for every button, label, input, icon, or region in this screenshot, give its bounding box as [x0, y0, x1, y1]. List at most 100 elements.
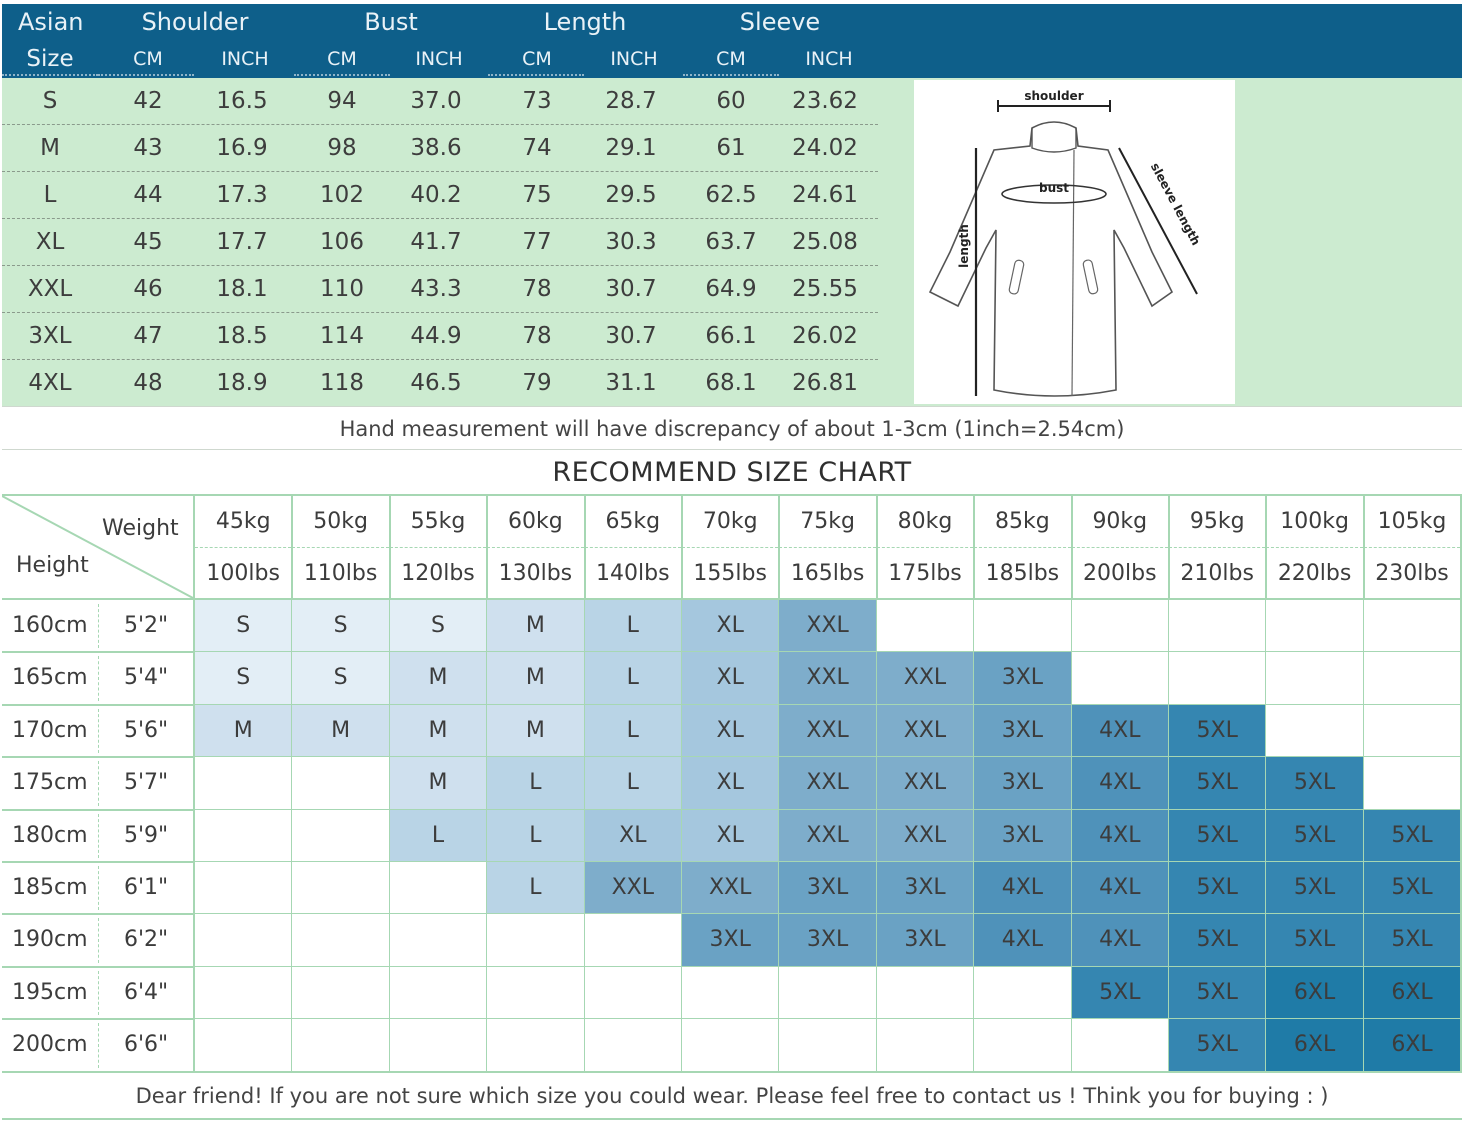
size-recommendation-cell: 5XL: [1266, 757, 1365, 811]
empty-cell: [292, 809, 391, 863]
height-row-header: 165cm 5'4": [2, 652, 195, 706]
size-column-label: Asian: [18, 8, 84, 36]
empty-cell: [1266, 704, 1365, 759]
size-row-s: S 42 16.5 94 37.0 73 28.7 60 23.62: [2, 78, 878, 125]
empty-cell: [195, 809, 294, 863]
size-recommendation-cell: 5XL: [1169, 914, 1268, 968]
size-recommendation-cell: XXL: [584, 862, 683, 916]
size-recommendation-cell: XXL: [876, 809, 976, 863]
group-underline-0: [98, 74, 194, 76]
size-value: 26.02: [792, 323, 858, 349]
size-underline: [2, 74, 98, 76]
size-recommendation-cell: XXL: [876, 757, 976, 811]
size-value: 18.1: [216, 276, 268, 302]
size-recommendation-cell: M: [292, 704, 391, 759]
size-recommendation-cell: 4XL: [974, 862, 1073, 916]
size-recommendation-cell: 3XL: [876, 914, 976, 968]
height-divider: [98, 604, 99, 649]
measure-group-2: Length: [543, 8, 627, 36]
weight-lbs: 200lbs: [1083, 561, 1157, 586]
empty-cell: [682, 1019, 781, 1073]
size-recommendation-cell: 3XL: [682, 914, 781, 968]
length-label: length: [957, 224, 971, 268]
size-value: 18.9: [216, 370, 268, 396]
weight-column-header: 100kg 220lbs: [1266, 496, 1365, 600]
size-recommendation-cell: S: [292, 600, 391, 654]
size-value: 17.3: [216, 182, 268, 208]
unit-label-3: INCH: [415, 48, 463, 70]
size-recommendation-cell: S: [292, 652, 391, 706]
empty-cell: [1071, 600, 1170, 654]
size-recommendation-cell: XXL: [779, 704, 878, 759]
height-divider: [98, 813, 99, 858]
size-label: 4XL: [28, 370, 72, 396]
size-recommendation-cell: 5XL: [1363, 809, 1462, 863]
empty-cell: [389, 914, 489, 968]
height-divider: [98, 761, 99, 806]
size-recommendation-cell: 5XL: [1363, 862, 1462, 916]
weight-column-header: 105kg 230lbs: [1363, 496, 1462, 600]
size-row-l: L 44 17.3 102 40.2 75 29.5 62.5 24.61: [2, 172, 878, 219]
empty-cell: [292, 1019, 391, 1073]
size-value: 45: [133, 229, 163, 255]
size-label: L: [43, 182, 57, 208]
size-recommendation-cell: 4XL: [1071, 862, 1170, 916]
size-value: 31.1: [605, 370, 657, 396]
size-value: 74: [522, 135, 552, 161]
height-ft: 5'7": [124, 770, 169, 796]
shoulder-label: shoulder: [1024, 89, 1083, 103]
recommend-size-grid: Weight Height 45kg 100lbs 50kg 110lbs 55kg 120l…: [2, 494, 1462, 1073]
empty-cell: [195, 914, 294, 968]
weight-kg: 70kg: [682, 496, 779, 548]
weight-column-header: 80kg 175lbs: [876, 496, 976, 600]
size-value: 63.7: [705, 229, 757, 255]
unit-label-2: CM: [327, 48, 357, 70]
empty-cell: [1266, 600, 1365, 654]
empty-cell: [389, 862, 489, 916]
empty-cell: [779, 966, 878, 1021]
size-value: 26.81: [792, 370, 858, 396]
weight-kg: 95kg: [1169, 496, 1266, 548]
weight-column-header: 90kg 200lbs: [1071, 496, 1170, 600]
size-recommendation-cell: 5XL: [1266, 914, 1365, 968]
size-recommendation-cell: XL: [682, 809, 781, 863]
weight-column-header: 95kg 210lbs: [1169, 496, 1268, 600]
size-value: 24.02: [792, 135, 858, 161]
corner-diagonal-line: [2, 496, 193, 598]
unit-label-1: INCH: [221, 48, 269, 70]
size-recommendation-cell: XXL: [876, 652, 976, 706]
size-recommendation-cell: 4XL: [1071, 757, 1170, 811]
size-value: 60: [716, 88, 746, 114]
empty-cell: [682, 966, 781, 1021]
unit-label-6: CM: [716, 48, 746, 70]
size-table-body: S 42 16.5 94 37.0 73 28.7 60 23.62 M 43 16.9 98 38.6 7…: [2, 78, 1462, 407]
empty-cell: [195, 862, 294, 916]
coat-measurement-illustration: shoulder bust length sleeve length: [928, 89, 1203, 397]
size-value: 77: [522, 229, 552, 255]
group-underline-2: [488, 74, 584, 76]
size-recommendation-cell: L: [487, 757, 586, 811]
empty-cell: [1071, 652, 1170, 706]
size-recommendation-cell: S: [389, 600, 489, 654]
height-divider: [98, 708, 99, 754]
size-value: 102: [320, 182, 364, 208]
size-value: 44.9: [410, 323, 462, 349]
size-recommendation-cell: L: [487, 809, 586, 863]
empty-cell: [389, 1019, 489, 1073]
size-recommendation-cell: XXL: [779, 600, 878, 654]
size-recommendation-cell: 5XL: [1169, 704, 1268, 759]
empty-cell: [1363, 757, 1462, 811]
size-value: 79: [522, 370, 552, 396]
size-value: 40.2: [410, 182, 462, 208]
height-ft: 6'2": [124, 927, 169, 953]
sleeve-measure-line: [1118, 147, 1198, 295]
size-row-xxl: XXL 46 18.1 110 43.3 78 30.7 64.9 25.55: [2, 266, 878, 313]
size-value: 62.5: [705, 182, 757, 208]
size-recommendation-cell: 6XL: [1363, 1019, 1462, 1073]
weight-kg: 45kg: [195, 496, 292, 548]
empty-cell: [1363, 600, 1462, 654]
size-value: 114: [320, 323, 364, 349]
hand-measurement-note: Hand measurement will have discrepancy o…: [2, 406, 1462, 450]
size-recommendation-cell: 3XL: [974, 757, 1073, 811]
empty-cell: [1363, 652, 1462, 706]
